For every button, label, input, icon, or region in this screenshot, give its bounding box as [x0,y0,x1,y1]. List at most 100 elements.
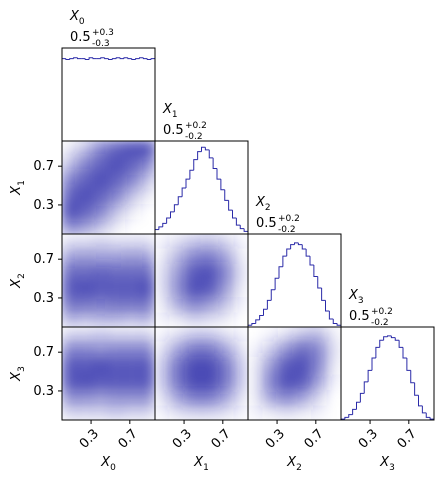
density-cell [262,372,280,390]
density-cell [139,218,157,236]
density-cell [123,372,141,390]
density-cell [138,295,155,313]
density-panel [62,327,155,420]
density-cell [231,357,248,375]
histogram-step [73,57,78,59]
density-cell [138,248,155,266]
density-cell [324,327,341,344]
histogram-step [313,265,318,278]
histogram-step [170,211,175,219]
density-cell [92,155,110,173]
density-cell [232,311,250,329]
histogram-step [398,340,403,348]
density-cell [92,388,110,406]
x-tick-label: 0.7 [116,426,141,451]
histogram-step [336,323,341,326]
density-cell [76,341,94,359]
y-axis-label: X3 [9,366,27,382]
density-cell [293,372,311,390]
density-cell [169,388,187,406]
density-cell [62,357,79,375]
density-cell [123,202,141,220]
y-tick-label: 0.3 [33,291,54,306]
density-cell [216,310,234,327]
histogram-step [406,358,411,371]
density-cell [107,295,125,313]
density-cell [231,403,248,420]
density-cell [278,341,296,359]
density-cell [76,186,94,204]
histogram-step [119,57,124,60]
density-cell [138,310,155,327]
density-cell [155,234,172,251]
histogram-step [348,414,353,418]
density-cell [92,341,110,359]
density-cell [76,248,94,266]
density-cell [62,155,79,173]
density-cell [185,388,203,406]
density-cell [92,357,110,375]
density-cell [138,357,155,375]
density-cell [123,327,141,344]
density-cell [62,372,79,390]
density-cell [169,264,187,282]
title-minus: -0.2 [278,225,296,235]
y-axis-label: X1 [9,180,27,196]
histogram-step [325,300,330,312]
y-axis-label: X2 [9,273,27,289]
density-cell [76,202,94,220]
histogram-step [212,157,217,169]
histogram-step [371,357,376,371]
density-cell [216,341,234,359]
density-cell [123,171,141,189]
density-cell [155,295,172,313]
density-cell [62,186,79,204]
histogram-step [290,244,295,250]
density-cell [92,186,110,204]
title-plus: +0.3 [92,28,114,38]
histogram-step [189,169,194,180]
histogram-step [150,58,155,60]
density-cell [107,186,125,204]
density-cell [293,357,311,375]
density-cell [247,326,265,344]
density-cell [107,279,125,297]
density-cell [155,341,172,359]
density-cell [139,202,157,220]
density-cell [138,155,155,173]
density-cell [169,279,187,297]
histogram-step [309,256,314,266]
y-tick-label: 0.3 [33,384,54,399]
density-cell [138,141,155,158]
density-cell [324,372,341,390]
density-cell [200,372,218,390]
x-tick-label: 0.3 [356,426,381,451]
y-tick-label: 0.7 [33,159,54,174]
histogram-step [146,58,152,61]
density-cell [107,372,125,390]
histogram-step [317,276,322,289]
histogram-step [131,58,136,61]
density-cell [92,327,110,344]
density-cell [123,279,141,297]
density-cell [155,388,172,406]
panel-title: X3 [348,288,364,306]
density-cell [169,403,187,420]
x-axis-label: X3 [379,455,395,473]
density-cell [107,248,125,266]
density-cell [262,388,280,406]
histogram-step [270,289,276,301]
histogram-step [259,314,264,320]
density-cell [62,279,79,297]
x-axis-label: X2 [286,455,302,473]
density-cell [76,155,94,173]
density-cell [185,248,203,266]
density-cell [278,372,296,390]
histogram-step [69,58,74,60]
x-tick-label: 0.3 [263,426,288,451]
histogram-step [367,369,372,382]
density-cell [92,217,110,234]
title-median: 0.5 [256,216,277,231]
panel-frame [61,47,156,142]
